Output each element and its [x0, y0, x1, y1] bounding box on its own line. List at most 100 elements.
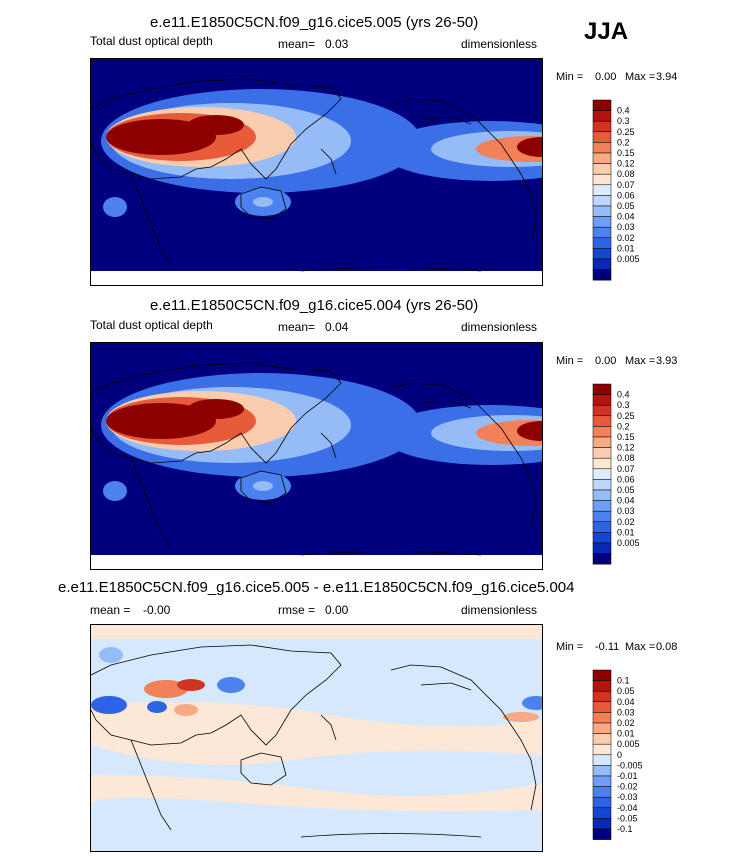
- panel3-colorbar-box: [592, 743, 612, 756]
- panel2-colorbar-box: [592, 457, 612, 470]
- panel1-colorbar-box: [592, 205, 612, 217]
- panel1-max-value: 3.94: [656, 71, 678, 83]
- panel1-colorbar-box: [592, 131, 612, 143]
- panel1-colorbar-label: 0.005: [617, 254, 640, 264]
- panel1-colorbar-label: 0.08: [617, 169, 635, 179]
- panel1-colorbar-label: 0.2: [617, 137, 630, 147]
- panel2-colorbar-box: [592, 415, 612, 427]
- panel2-colorbar-label: 0.06: [617, 474, 635, 484]
- panel1-colorbar-label: 0.05: [617, 201, 635, 211]
- panel2-map: [90, 342, 543, 570]
- panel1-colorbar-box: [592, 258, 612, 270]
- panel1-colorbar-box: [592, 269, 612, 281]
- pos-anom-sahara-core: [177, 679, 205, 691]
- panel1-colorbar-box: [592, 216, 612, 228]
- panel1-colorbar-label: 0.03: [617, 222, 635, 232]
- panel3-colorbar-box: [592, 828, 612, 840]
- panel3-colorbar-box: [592, 796, 612, 809]
- panel3-mean-value: -0.00: [143, 603, 171, 617]
- panel1-variable: Total dust optical depth: [90, 34, 213, 48]
- panel3-map: [90, 624, 543, 852]
- antarctica-coast: [300, 267, 482, 272]
- panel2-colorbar: 0.4 0.3 0.25 0.2 0.15 0.12 0.08 0.07 0.06 0.05 0.0…: [592, 383, 693, 568]
- dust-plume-core: [106, 403, 216, 439]
- panel3-colorbar-label: 0.01: [617, 729, 635, 739]
- panel1-colorbar-box: [592, 120, 612, 133]
- panel2-colorbar-box: [592, 542, 612, 554]
- panel3-colorbar-label: -0.1: [617, 824, 633, 834]
- panel3-colorbar-label: 0.04: [617, 697, 635, 707]
- panel2-max-value: 3.93: [656, 355, 678, 367]
- panel1-colorbar-label: 0.04: [617, 212, 635, 222]
- panel1-colorbar-box: [592, 226, 612, 239]
- panel3-colorbar-box: [592, 754, 612, 766]
- panel3-colorbar-box: [592, 701, 612, 713]
- panel2-colorbar-box: [592, 468, 612, 480]
- panel1-colorbar-label: 0.3: [617, 116, 630, 126]
- panel3-colorbar-box: [592, 775, 612, 787]
- panel1-colorbar-label: 0.15: [617, 148, 635, 158]
- panel3-colorbar-box: [592, 722, 612, 734]
- panel2-colorbar-box: [592, 553, 612, 565]
- pos-anom-atlantic: [503, 712, 539, 722]
- panel3-colorbar-label: -0.005: [617, 760, 643, 770]
- pos-band-north: [91, 625, 542, 639]
- panel2-colorbar-box: [592, 447, 612, 459]
- neg-anom-arabia: [147, 701, 167, 713]
- panel1-colorbar-box: [592, 237, 612, 249]
- panel3-colorbar: 0.1 0.05 0.04 0.03 0.02 0.01 0.005 0 -0.005 -0.01…: [592, 669, 693, 844]
- panel2-colorbar-box: [592, 510, 612, 523]
- safrica-dust: [103, 197, 127, 217]
- panel1-colorbar-box: [592, 110, 612, 122]
- panel1-colorbar-label: 0.02: [617, 233, 635, 243]
- panel3-colorbar-label: -0.04: [617, 803, 638, 813]
- panel1-min-label: Min =: [556, 71, 584, 83]
- panel2-colorbar-box: [592, 394, 612, 406]
- panel2-colorbar-box: [592, 436, 612, 448]
- panel1-colorbar-box: [592, 184, 612, 196]
- panel1-colorbar-label: 0.06: [617, 190, 635, 200]
- panel3-min-label: Min =: [556, 641, 584, 653]
- panel2-colorbar-box: [592, 426, 612, 438]
- panel3-colorbar-label: 0.005: [617, 739, 640, 749]
- panel2-mean-value: 0.04: [325, 320, 349, 334]
- panel1-title: e.e11.E1850C5CN.f09_g16.cice5.005 (yrs 2…: [150, 14, 479, 31]
- antarctica-mask: [91, 555, 542, 569]
- panel3-mean-label: mean =: [90, 603, 131, 617]
- panel3-colorbar-box: [592, 669, 612, 681]
- panel3-colorbar-box: [592, 818, 612, 830]
- panel2-units: dimensionless: [461, 320, 538, 334]
- panel2-colorbar-label: 0.04: [617, 496, 635, 506]
- panel2-colorbar-box: [592, 479, 612, 491]
- panel1-colorbar-box: [592, 99, 612, 111]
- panel2-colorbar-box: [592, 489, 612, 501]
- panel3-max-label: Max =: [625, 641, 656, 653]
- pos-anom-arabia: [174, 704, 198, 716]
- atlantic-plume-core: [517, 421, 542, 441]
- antarctica-coast: [300, 833, 482, 838]
- panel3-colorbar-label: 0.03: [617, 707, 635, 717]
- coastlines: [91, 362, 537, 549]
- panel3-colorbar-box: [592, 765, 612, 777]
- panel3-colorbar-box: [592, 733, 612, 745]
- panel3-min-value: -0.11: [595, 641, 620, 653]
- panel1-mean-value: 0.03: [325, 37, 349, 51]
- panel1-colorbar-box: [592, 163, 612, 175]
- panel2-mean-label: mean=: [278, 320, 316, 334]
- panel3-colorbar-label: -0.01: [617, 771, 638, 781]
- panel2-colorbar-label: 0.03: [617, 506, 635, 516]
- australia-dust-core: [253, 481, 273, 491]
- panel2-colorbar-box: [592, 404, 612, 417]
- panel1-colorbar-box: [592, 152, 612, 164]
- pos-band-south: [91, 775, 542, 812]
- panel3-units: dimensionless: [461, 603, 538, 617]
- panel3-rmse-value: 0.00: [325, 603, 349, 617]
- panel2-colorbar-label: 0.005: [617, 538, 640, 548]
- dust-plume-core-east: [188, 115, 244, 135]
- panel2-colorbar-box: [592, 521, 612, 533]
- panel3-colorbar-label: 0: [617, 750, 622, 760]
- panel1-min-value: 0.00: [595, 71, 617, 83]
- panel3-colorbar-label: 0.05: [617, 686, 635, 696]
- panel2-colorbar-label: 0.4: [617, 390, 630, 400]
- panel1-colorbar: 0.4 0.3 0.25 0.2 0.15 0.12 0.08 0.07 0.06 0.05 0.0…: [592, 99, 693, 284]
